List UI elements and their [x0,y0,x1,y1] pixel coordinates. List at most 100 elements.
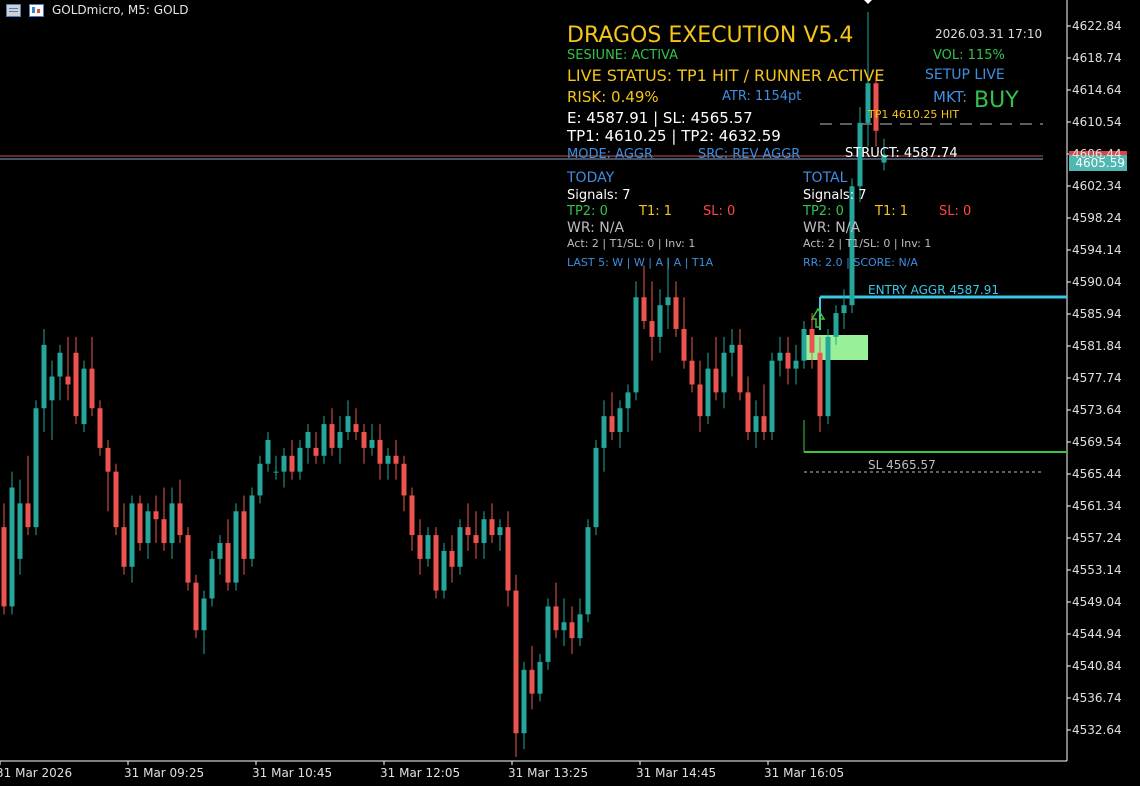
candle-body [401,463,407,496]
mode-value: MODE: AGGR [567,147,654,162]
today-tp2: TP2: 0 [567,204,608,219]
candle-body [153,511,159,520]
chart-list-icon[interactable] [6,3,21,17]
candle-body [577,614,583,639]
candle-body [185,535,191,583]
candle-body [665,297,671,306]
candle-body [81,368,87,425]
candle-body [857,122,863,187]
entry-aggr-label: ENTRY AGGR 4587.91 [868,283,999,297]
candle-body [321,424,327,456]
candle-body [809,328,815,353]
candle-body [673,297,679,329]
today-sl: SL: 0 [703,204,736,219]
candle-body [633,297,639,393]
candle-body [409,495,415,536]
time-axis-label: 31 Mar 14:45 [636,766,717,780]
candle-body [529,669,535,694]
candle-body [753,416,759,433]
candle-body [25,503,31,528]
candle-body [489,519,495,536]
candle-body [329,424,335,448]
candle-body [73,352,79,417]
setup-status: SETUP LIVE [925,67,1005,83]
candle-body [729,344,735,353]
candle-body [721,352,727,393]
candle-body [801,328,807,361]
candle-body [561,622,567,631]
candle-body [585,527,591,615]
candle-body [601,416,607,448]
candle-body [497,527,503,536]
candle-body [361,432,367,448]
price-axis-label: 4569.54 [1072,435,1122,449]
candle-body [457,527,463,567]
candle-body [265,439,271,464]
total-winrate: WR: N/A [803,220,861,236]
candle-body [113,471,119,528]
candle-body [713,368,719,393]
candle-body [697,384,703,417]
candle-body [273,471,279,473]
price-axis-label: 4585.94 [1072,307,1122,321]
candle-body [57,352,63,377]
candle-body [569,622,575,639]
chart-type-icon[interactable] [29,3,44,17]
price-axis-label: 4532.64 [1072,723,1122,737]
market-label: MKT: [933,88,968,106]
candle-body [65,376,71,385]
candle-body [833,313,839,337]
candle-body [513,590,519,734]
time-axis-label: 31 Mar 13:25 [508,766,589,780]
candle-body [657,305,663,337]
candle-body [465,527,471,536]
indicator-title: DRAGOS EXECUTION V5.4 [567,23,854,48]
volume-status: VOL: 115% [933,48,1005,63]
candle-body [137,503,143,544]
candle-body [609,416,615,433]
indicator-datetime: 2026.03.31 17:10 [935,27,1043,41]
time-axis-label: 31 Mar 16:05 [764,766,845,780]
price-axis-label: 4606.44 [1072,147,1122,161]
candle-body [849,186,855,306]
candle-body [481,519,487,544]
candle-body [737,344,743,393]
candle-body [105,447,111,472]
price-axis-label: 4553.14 [1072,563,1122,577]
candle-body [441,550,447,591]
candle-body [129,503,135,567]
candle-body [1,527,7,607]
chart-header: GOLDmicro, M5: GOLD [6,3,188,17]
price-axis-label: 4598.24 [1072,211,1122,225]
price-axis-label: 4561.34 [1072,499,1122,513]
time-tick-marks [0,761,769,765]
source-value: SRC: REV AGGR [698,147,801,162]
candle-body [505,527,511,591]
candle-body [745,392,751,433]
price-axis-label: 4565.44 [1072,467,1122,481]
price-axis-label: 4544.94 [1072,627,1122,641]
candle-body [313,447,319,456]
candle-body [257,463,263,496]
entry-sl-values: E: 4587.91 | SL: 4565.57 [567,109,753,127]
total-signals: Signals: 7 [803,188,867,203]
price-axis-label: 4602.34 [1072,179,1122,193]
candle-body [537,661,543,694]
candle-body [369,439,375,448]
candle-body [337,432,343,448]
candle-body [681,328,687,361]
tp1-hit-label: TP1 4610.25 HIT [868,108,960,121]
candle-body [649,321,655,337]
candle-body [249,495,255,559]
candle-body [385,455,391,464]
structure-value: STRUCT: 4587.74 [845,146,958,161]
time-axis-label: 31 Mar 12:05 [380,766,461,780]
today-heading: TODAY [567,170,615,186]
time-axis-label: 31 Mar 10:45 [252,766,333,780]
candle-body [881,154,887,163]
candle-body [449,550,455,567]
price-axis-label: 4590.04 [1072,275,1122,289]
candle-body [305,432,311,448]
today-t1: T1: 1 [639,204,672,219]
